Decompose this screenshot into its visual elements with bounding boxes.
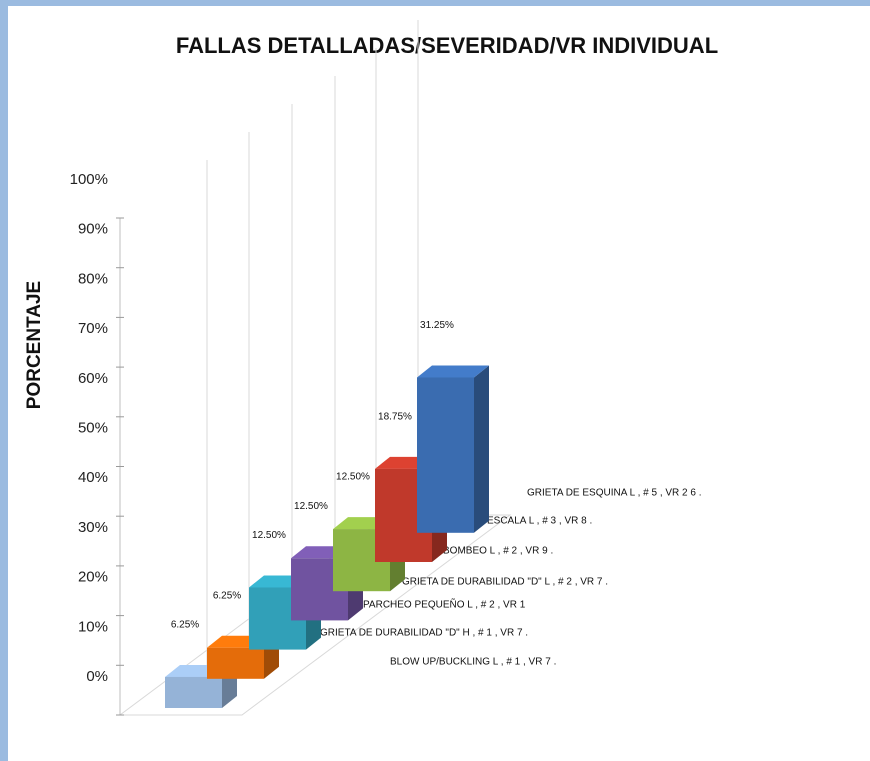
bar — [165, 676, 222, 708]
data-label: 6.25% — [213, 590, 241, 601]
category-label: GRIETA DE ESQUINA L , # 5 , VR 2 6 . — [527, 488, 702, 499]
y-axis-title: PORCENTAJE — [24, 281, 45, 409]
chart-title: FALLAS DETALLADAS/SEVERIDAD/VR INDIVIDUA… — [176, 33, 718, 58]
y-tick-label: 60% — [78, 370, 108, 387]
y-tick-label: 20% — [78, 569, 108, 586]
y-tick-label: 90% — [78, 221, 108, 238]
category-label: BOMBEO L , # 2 , VR 9 . — [443, 546, 553, 557]
category-label: ESCALA L , # 3 , VR 8 . — [487, 516, 592, 527]
data-label: 12.50% — [294, 501, 328, 512]
y-tick-label: 0% — [86, 668, 108, 685]
bar — [417, 377, 474, 533]
bar-top — [417, 365, 489, 378]
data-label: 18.75% — [378, 411, 412, 422]
y-tick-label: 30% — [78, 519, 108, 536]
category-label: GRIETA DE DURABILIDAD "D" H , # 1 , VR 7… — [320, 628, 528, 639]
y-tick-label: 50% — [78, 419, 108, 436]
y-tick-label: 10% — [78, 618, 108, 635]
category-label: PARCHEO PEQUEÑO L , # 2 , VR 1 — [363, 598, 526, 611]
y-tick-label: 40% — [78, 469, 108, 486]
bar-side — [474, 365, 489, 533]
data-label: 31.25% — [420, 320, 454, 331]
bar — [207, 647, 264, 679]
category-label: GRIETA DE DURABILIDAD "D" L , # 2 , VR 7… — [402, 577, 608, 588]
data-label: 12.50% — [252, 530, 286, 541]
y-tick-label: 100% — [70, 171, 108, 188]
y-tick-label: 70% — [78, 320, 108, 337]
category-label: BLOW UP/BUCKLING L , # 1 , VR 7 . — [390, 657, 556, 668]
data-label: 12.50% — [336, 472, 370, 483]
data-label: 6.25% — [171, 620, 199, 631]
y-tick-label: 80% — [78, 270, 108, 287]
